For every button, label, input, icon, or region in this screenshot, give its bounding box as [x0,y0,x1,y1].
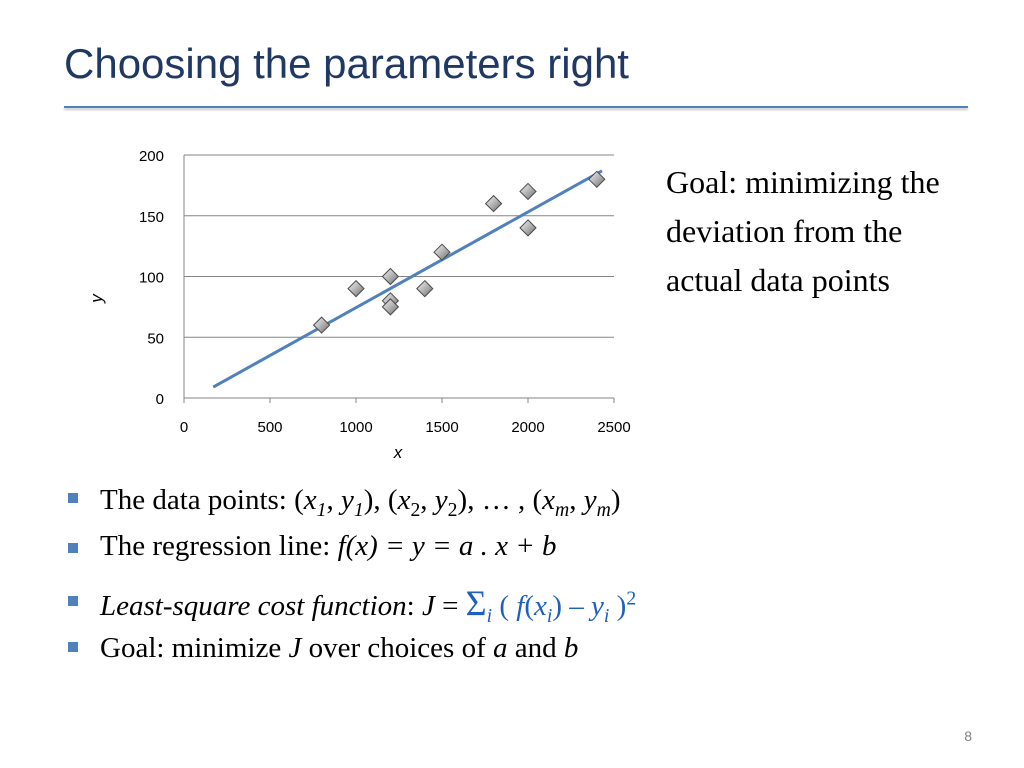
x-axis-label: x [393,443,403,462]
bullet-list: The data points: (x1, y1), (x2, y2), … ,… [64,480,636,676]
data-point [381,267,400,286]
bullet-regression-line: The regression line: f(x) = y = a . x + … [64,526,636,580]
y-tick-label: 50 [147,330,164,347]
data-point [312,316,331,334]
x-tick-label: 2000 [511,419,544,436]
data-point [484,194,503,213]
goal-text: Goal: minimizing the deviation from the … [666,164,940,298]
x-tick-label: 500 [257,419,282,436]
x-tick-label: 1000 [339,419,372,436]
x-tick-label: 1500 [425,419,458,436]
square-bullet-icon [68,543,78,553]
square-bullet-icon [68,642,78,652]
data-point [416,279,434,298]
regression-line [212,169,603,389]
page-number: 8 [964,728,972,744]
data-point [347,279,365,298]
y-tick-label: 100 [139,270,164,287]
data-point [588,170,606,189]
bullet-goal: Goal: minimize J over choices of a and b [64,628,636,676]
bullet-data-points: The data points: (x1, y1), (x2, y2), … ,… [64,480,636,526]
data-point [381,298,400,316]
y-tick-label: 150 [139,209,164,226]
square-bullet-icon [68,493,78,503]
y-tick-label: 0 [156,391,164,408]
x-tick-label: 2500 [597,419,630,436]
bullet-cost-function: Least-square cost function: J = Σi ( f(x… [64,580,636,628]
y-axis-label: y [87,293,106,304]
title-underline [64,106,968,108]
data-point [519,182,537,201]
square-bullet-icon [68,596,78,606]
y-tick-label: 200 [139,148,164,165]
x-tick-label: 0 [180,419,188,436]
data-point [519,219,537,237]
slide-title: Choosing the parameters right [64,40,629,87]
data-point [433,243,451,261]
